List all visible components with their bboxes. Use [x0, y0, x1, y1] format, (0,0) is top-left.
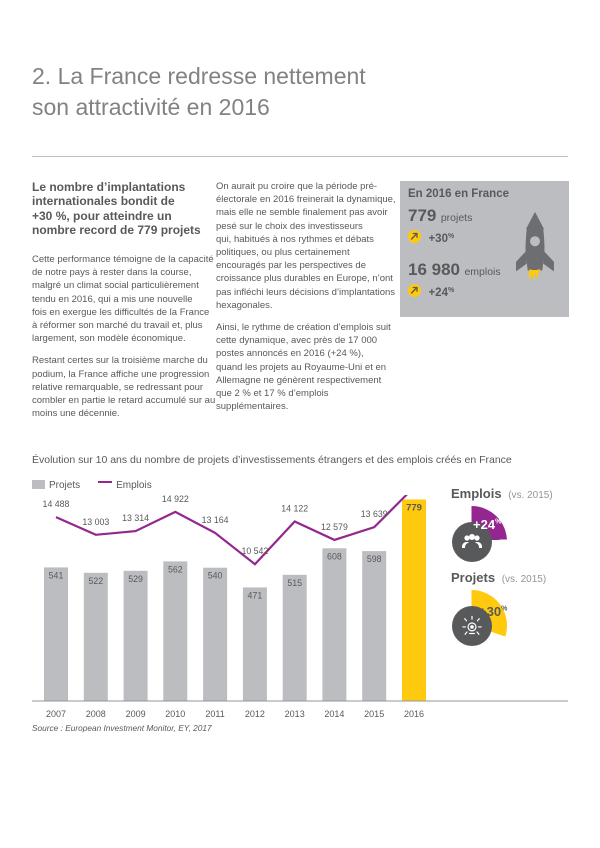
svg-text:2016: 2016	[404, 709, 424, 719]
svg-text:2012: 2012	[245, 709, 265, 719]
svg-text:13 003: 13 003	[82, 517, 109, 527]
svg-text:13 639: 13 639	[361, 509, 388, 519]
svg-text:779: 779	[406, 503, 422, 514]
svg-text:10 542: 10 542	[241, 546, 268, 556]
svg-text:522: 522	[88, 576, 103, 586]
svg-text:13 314: 13 314	[122, 513, 149, 523]
svg-text:598: 598	[367, 554, 382, 564]
svg-text:2009: 2009	[126, 709, 146, 719]
svg-text:2011: 2011	[205, 709, 224, 719]
svg-text:2010: 2010	[165, 709, 185, 719]
svg-text:2013: 2013	[285, 709, 305, 719]
svg-text:13 164: 13 164	[202, 515, 229, 525]
svg-text:2008: 2008	[86, 709, 106, 719]
svg-text:529: 529	[128, 574, 143, 584]
svg-text:2007: 2007	[46, 709, 66, 719]
svg-text:562: 562	[168, 564, 183, 574]
svg-text:14 488: 14 488	[43, 499, 70, 509]
svg-text:471: 471	[248, 590, 263, 600]
svg-text:2014: 2014	[324, 709, 344, 719]
svg-text:540: 540	[208, 571, 223, 581]
svg-text:2015: 2015	[364, 709, 384, 719]
svg-text:608: 608	[327, 551, 342, 561]
svg-text:12 579: 12 579	[321, 522, 348, 532]
svg-text:515: 515	[287, 578, 302, 588]
svg-text:541: 541	[49, 570, 64, 580]
svg-text:14 922: 14 922	[162, 495, 189, 504]
svg-text:14 122: 14 122	[281, 504, 308, 514]
